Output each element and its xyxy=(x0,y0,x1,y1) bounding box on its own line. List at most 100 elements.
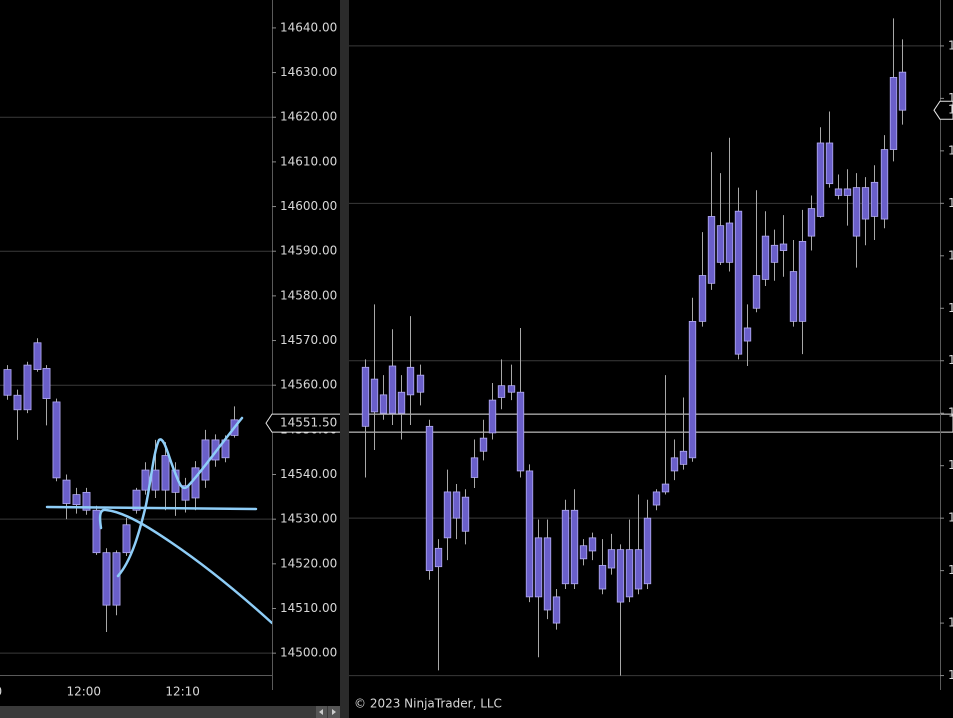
candle-body xyxy=(880,149,889,220)
candle-body xyxy=(406,366,415,396)
candle-body xyxy=(625,549,634,598)
scrollbar[interactable] xyxy=(0,706,340,718)
candle-body xyxy=(707,216,716,284)
candle-body xyxy=(470,457,479,478)
candle-body xyxy=(725,222,734,263)
candle-body xyxy=(570,509,579,585)
candle-body xyxy=(834,188,843,196)
last-price-label: 1 xyxy=(948,103,953,117)
candle-body xyxy=(634,549,643,590)
candle-body xyxy=(33,342,42,370)
y-tick-label: 1 xyxy=(948,143,953,157)
y-tick-label: 14540.00 xyxy=(280,467,337,481)
candle-body xyxy=(497,385,506,398)
last-price-marker xyxy=(265,413,953,433)
candle-body xyxy=(843,188,852,196)
candle-body xyxy=(211,439,220,461)
candle-body xyxy=(388,365,397,414)
y-tick-label: 14510.00 xyxy=(280,601,337,615)
y-tick-label: 1 xyxy=(948,248,953,262)
candle-body xyxy=(816,142,825,217)
candle-body xyxy=(698,275,707,322)
candle-body xyxy=(479,437,488,452)
candle-body xyxy=(870,181,879,217)
candle-body xyxy=(752,275,761,309)
scroll-arrow xyxy=(332,709,336,715)
candle-body xyxy=(416,374,425,393)
y-tick-label: 14600.00 xyxy=(280,199,337,213)
candle-body xyxy=(679,450,688,465)
candle-body xyxy=(370,378,379,413)
candle-body xyxy=(141,469,150,491)
candle-body xyxy=(379,394,388,414)
candle-body xyxy=(743,327,752,342)
y-tick-label: 1 xyxy=(948,38,953,52)
candle-body xyxy=(507,385,516,393)
candle-body xyxy=(516,391,525,472)
x-tick-label: 0 xyxy=(0,685,2,699)
x-tick-label: 12:10 xyxy=(165,685,200,699)
candle-body xyxy=(588,537,597,552)
candle-body xyxy=(488,399,497,434)
candle-body xyxy=(62,479,71,504)
candle-body xyxy=(361,366,370,427)
candle-body xyxy=(643,517,652,585)
candle-body xyxy=(397,391,406,414)
y-tick-label: 14620.00 xyxy=(280,110,337,124)
candle-body xyxy=(670,457,679,472)
candle-body xyxy=(425,425,434,572)
candle-body xyxy=(42,368,51,399)
candle-body xyxy=(825,142,834,185)
drawing-tools xyxy=(45,416,272,625)
horizontal-ray[interactable] xyxy=(45,505,258,511)
y-tick-label: 14560.00 xyxy=(280,378,337,392)
candle-body xyxy=(452,491,461,519)
candle-body xyxy=(23,364,32,411)
candle-body xyxy=(861,187,870,220)
y-tick-label: 1 xyxy=(948,301,953,315)
y-tick-label: 14640.00 xyxy=(280,20,337,34)
y-tick-label: 14530.00 xyxy=(280,512,337,526)
left-panel: 14640.00 14630.00 14620.00 14610.00 14600.00… xyxy=(0,0,953,699)
candle-body xyxy=(898,71,907,111)
freehand-line[interactable] xyxy=(116,416,244,578)
y-tick-label: 14580.00 xyxy=(280,288,337,302)
candle-body xyxy=(561,509,570,585)
candle-body xyxy=(3,369,12,396)
candle-body xyxy=(852,187,861,237)
candle-body xyxy=(525,470,534,598)
panel-divider[interactable] xyxy=(340,0,349,718)
candle-body xyxy=(798,240,807,322)
candle-body xyxy=(807,208,816,237)
freehand-line[interactable] xyxy=(98,508,272,625)
candle-body xyxy=(598,564,607,590)
x-tick-label: 12:00 xyxy=(66,685,101,699)
y-tick-label: 14590.00 xyxy=(280,244,337,258)
candle-body xyxy=(102,552,111,606)
candle-body xyxy=(72,494,81,506)
candle-body xyxy=(770,244,779,263)
candle-body xyxy=(92,509,101,554)
candle-body xyxy=(661,483,670,493)
y-tick-label: 14570.00 xyxy=(280,333,337,347)
y-tick-label: 1 xyxy=(948,196,953,210)
candle-body xyxy=(789,271,798,322)
candle-body xyxy=(461,496,470,532)
candle-body xyxy=(552,596,561,624)
y-tick-label: 1 xyxy=(948,563,953,577)
candle-body xyxy=(761,235,770,280)
candles xyxy=(3,338,239,632)
scroll-arrow xyxy=(319,709,323,715)
y-tick-label: 1 xyxy=(948,91,953,105)
candle-body xyxy=(652,491,661,506)
candle-body xyxy=(579,545,588,560)
candle-body xyxy=(779,243,788,251)
candle-body xyxy=(82,491,91,511)
candle-body xyxy=(607,549,616,569)
y-tick-label: 1 xyxy=(948,458,953,472)
candles xyxy=(361,18,907,676)
candle-body xyxy=(734,210,743,355)
